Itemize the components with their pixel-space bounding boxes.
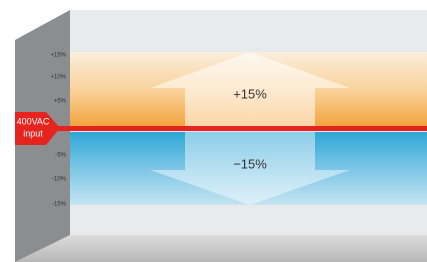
down-label: −15% xyxy=(233,156,267,171)
floor xyxy=(15,235,427,262)
input-label: 400VAC xyxy=(17,116,50,126)
diagram: +15% +10% +5% -5% -10% -15% 400VAC input… xyxy=(0,0,427,262)
scale-label: -5% xyxy=(55,153,66,159)
scale-label: -10% xyxy=(52,177,67,183)
scale-label: +5% xyxy=(54,99,67,105)
input-line xyxy=(15,126,427,131)
input-label: input xyxy=(23,128,43,138)
scale-label: -15% xyxy=(52,202,67,208)
scale-label: +15% xyxy=(50,53,66,59)
up-label: +15% xyxy=(233,86,267,101)
scale-label: +10% xyxy=(50,75,66,81)
